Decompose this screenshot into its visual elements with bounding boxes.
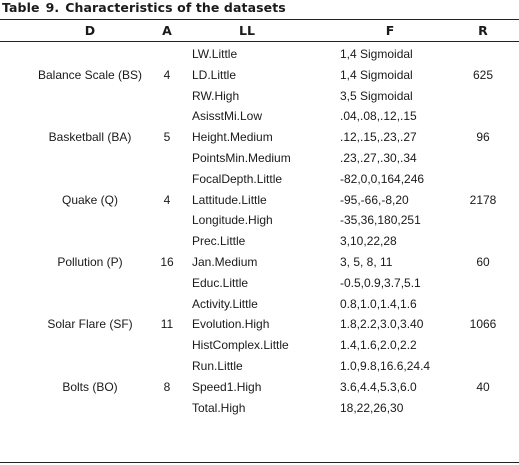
fuzzy-parameters: -0.5,0.9,3.7,5.1 [340, 275, 421, 290]
record-count: 40 [476, 379, 490, 394]
linguistic-label: Evolution.High [192, 317, 270, 332]
header-d: D [84, 23, 96, 38]
header-a: A [162, 23, 172, 38]
record-count: 1066 [469, 317, 497, 332]
attribute-count: 8 [163, 379, 171, 394]
group-background [0, 355, 519, 418]
fuzzy-parameters: .23,.27,.30,.34 [340, 151, 417, 165]
caption-label: Table [2, 0, 40, 15]
table-caption: Table 9. Characteristics of the datasets [2, 0, 286, 16]
fuzzy-parameters: 1.8,2.2,3.0,3.40 [340, 317, 424, 332]
linguistic-label: Run.Little [192, 359, 243, 373]
header-rule [0, 41, 519, 42]
fuzzy-parameters: 1.4,1.6,2.0,2.2 [340, 338, 417, 353]
group-background [0, 230, 519, 293]
header-f: F [385, 23, 395, 38]
linguistic-label: RW.High [192, 88, 240, 103]
fuzzy-parameters: 1.0,9.8,16.6,24.4 [340, 359, 431, 373]
fuzzy-parameters: 0.8,1.0,1.4,1.6 [340, 296, 417, 311]
header-ll: LL [239, 23, 255, 38]
linguistic-label: Jan.Medium [192, 255, 258, 269]
linguistic-label: Prec.Little [192, 234, 246, 249]
fuzzy-parameters: 1,4 Sigmoidal [340, 47, 413, 61]
linguistic-label: Activity.Little [192, 296, 258, 311]
dataset-name: Pollution (P) [57, 255, 123, 269]
record-count: 2178 [469, 192, 497, 207]
fuzzy-parameters: -95,-66,-8,20 [340, 192, 409, 207]
group-background [0, 292, 519, 355]
record-count: 96 [476, 130, 490, 145]
dataset-name: Basketball (BA) [48, 130, 132, 145]
dataset-name: Balance Scale (BS) [37, 67, 143, 82]
attribute-count: 5 [163, 130, 171, 145]
attribute-count: 16 [160, 255, 174, 269]
linguistic-label: Total.High [192, 400, 246, 415]
fuzzy-parameters: -82,0,0,164,246 [340, 171, 425, 186]
record-count: 60 [476, 255, 490, 269]
fuzzy-parameters: .12,.15,.23,.27 [340, 130, 417, 145]
linguistic-label: PointsMin.Medium [192, 151, 291, 165]
fuzzy-parameters: 3,5 Sigmoidal [340, 88, 413, 103]
header-r: R [478, 23, 488, 38]
fuzzy-parameters: 18,22,26,30 [340, 400, 404, 415]
linguistic-label: FocalDepth.Little [192, 171, 283, 186]
linguistic-label: LW.Little [192, 47, 238, 61]
linguistic-label: HistComplex.Little [192, 338, 289, 353]
caption-number: 9. [45, 0, 60, 15]
group-background [0, 43, 519, 106]
attribute-count: 4 [163, 67, 171, 82]
dataset-name: Quake (Q) [61, 192, 118, 207]
linguistic-label: Height.Medium [192, 130, 273, 145]
linguistic-label: Lattitude.Little [192, 192, 267, 207]
attribute-count: 4 [163, 192, 171, 207]
dataset-name: Solar Flare (SF) [47, 317, 133, 332]
fuzzy-parameters: 3,10,22,28 [340, 234, 397, 249]
top-rule [0, 19, 519, 20]
linguistic-label: Educ.Little [192, 275, 249, 290]
dataset-name: Bolts (BO) [62, 379, 118, 394]
record-count: 625 [472, 67, 494, 82]
bottom-rule [0, 462, 519, 463]
fuzzy-parameters: 3, 5, 8, 11 [340, 255, 393, 269]
caption-text: Characteristics of the datasets [65, 0, 286, 15]
fuzzy-parameters: .04,.08,.12,.15 [340, 109, 417, 124]
linguistic-label: Longitude.High [192, 213, 273, 228]
group-background [0, 167, 519, 231]
fuzzy-parameters: 3.6,4.4,5.3,6.0 [340, 379, 417, 394]
linguistic-label: LD.Little [192, 67, 237, 82]
linguistic-label: AsisstMi.Low [192, 109, 263, 124]
fuzzy-parameters: 1,4 Sigmoidal [340, 67, 413, 82]
attribute-count: 11 [160, 317, 174, 332]
linguistic-label: Speed1.High [192, 379, 262, 394]
group-background [0, 105, 519, 168]
fuzzy-parameters: -35,36,180,251 [340, 213, 421, 228]
